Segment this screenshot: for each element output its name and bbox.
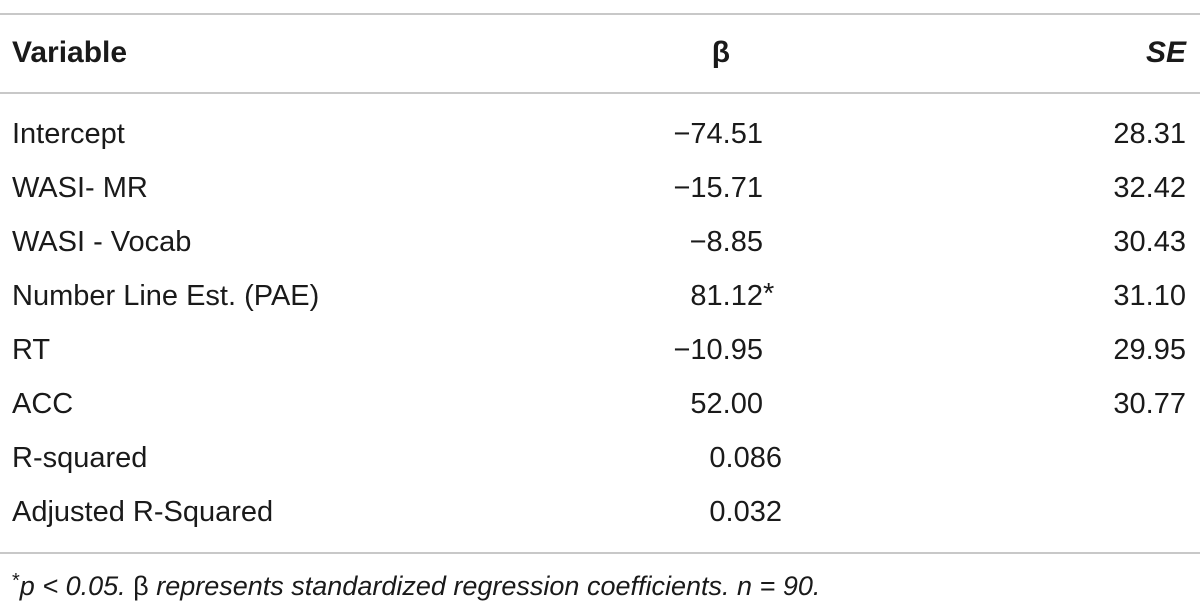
table-top-rule [0, 13, 1200, 15]
row-beta: −10.95 [673, 334, 763, 366]
row-beta: −74.51 [673, 118, 763, 150]
row-variable: WASI - Vocab [12, 226, 192, 258]
table-footnote: *p < 0.05. β represents standardized reg… [12, 564, 820, 603]
row-variable: ACC [12, 388, 74, 420]
row-variable: RT [12, 334, 51, 366]
row-variable: WASI- MR [12, 172, 148, 204]
row-beta: 0.032 [709, 496, 782, 528]
footnote-p-value: p < 0.05. [19, 571, 126, 601]
row-variable: Number Line Est. (PAE) [12, 280, 320, 312]
footnote-beta-description: represents standardized regression coeff… [156, 571, 730, 601]
row-variable: Adjusted R-Squared [12, 496, 274, 528]
header-variable: Variable [12, 36, 128, 69]
beta-value: 81.12 [690, 280, 763, 312]
row-beta: 0.086 [709, 442, 782, 474]
row-variable: Intercept [12, 118, 125, 150]
header-rule [0, 92, 1200, 94]
row-se: 28.31 [1113, 118, 1186, 150]
footnote-beta-symbol: β [133, 571, 149, 601]
row-se: 31.10 [1113, 280, 1186, 312]
row-se: 32.42 [1113, 172, 1186, 204]
row-se: 30.77 [1113, 388, 1186, 420]
row-beta: 81.12 * [690, 278, 774, 313]
header-se: SE [1145, 36, 1186, 69]
row-variable: R-squared [12, 442, 148, 474]
row-beta: −8.85 [689, 226, 763, 258]
row-se: 29.95 [1113, 334, 1186, 366]
row-beta: −15.71 [673, 172, 763, 204]
row-beta: 52.00 [690, 388, 763, 420]
significance-marker: * [763, 278, 775, 310]
header-beta: β [711, 36, 730, 69]
table-bottom-rule [0, 552, 1200, 554]
footnote-star: * [12, 570, 20, 592]
footnote-sample-size: n = 90. [737, 571, 821, 601]
row-se: 30.43 [1113, 226, 1186, 258]
